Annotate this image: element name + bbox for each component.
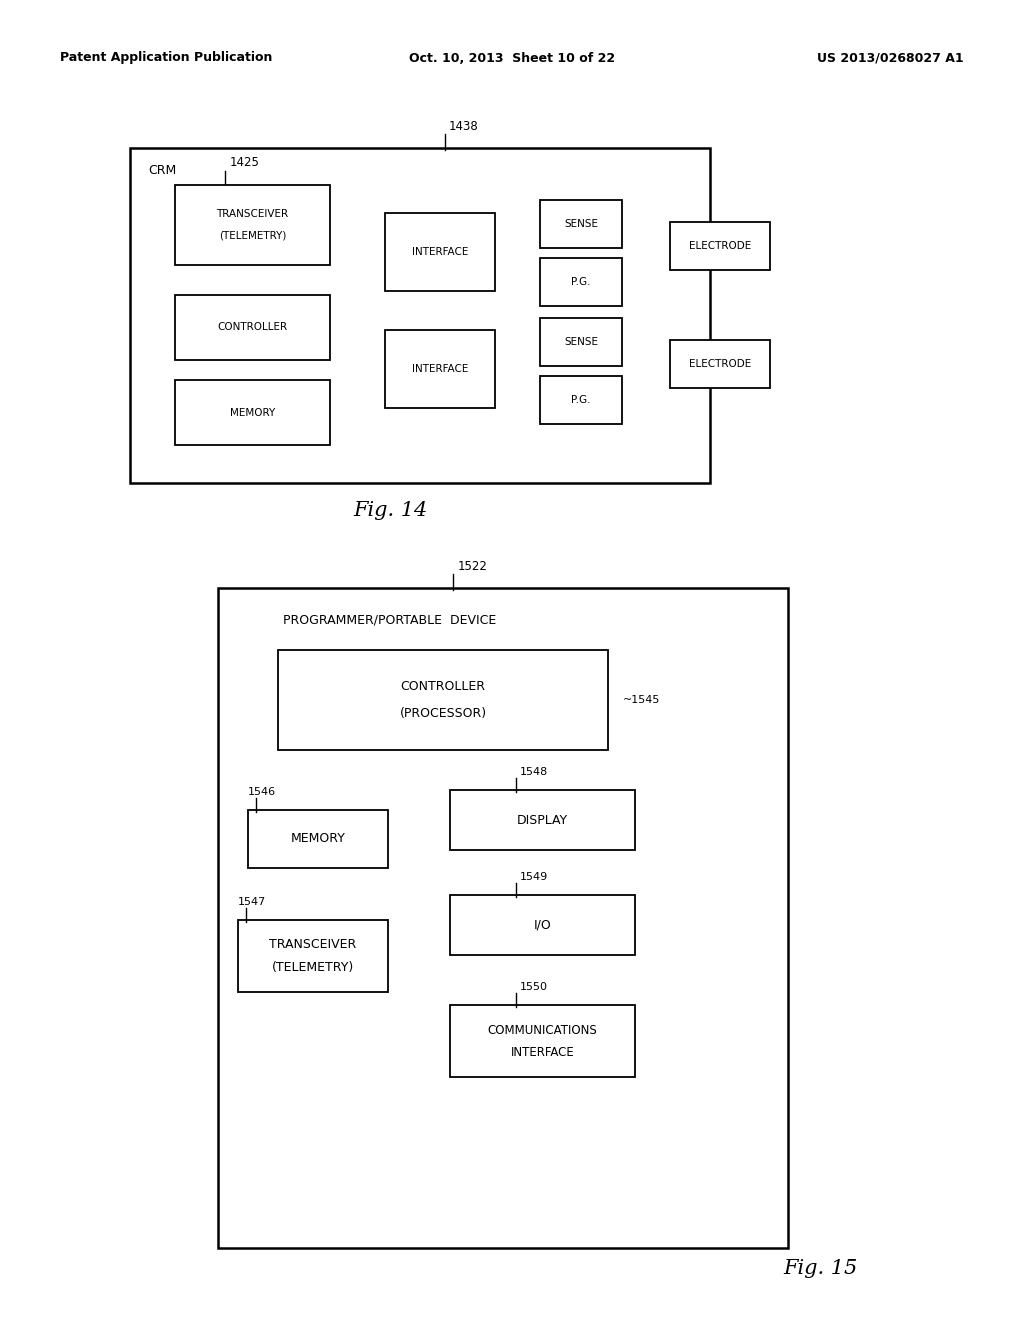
Bar [540,318,622,366]
Bar [540,201,622,248]
Text: CONTROLLER: CONTROLLER [217,322,288,333]
Text: TRANSCEIVER: TRANSCEIVER [216,209,289,219]
Text: PROGRAMMER/PORTABLE  DEVICE: PROGRAMMER/PORTABLE DEVICE [284,614,497,627]
Bar [238,920,388,993]
Text: 1438: 1438 [449,120,479,132]
Bar [670,341,770,388]
Text: ELECTRODE: ELECTRODE [689,359,752,370]
Text: P.G.: P.G. [571,277,591,286]
Text: CRM: CRM [148,164,176,177]
Text: SENSE: SENSE [564,219,598,228]
Text: 1549: 1549 [520,873,548,882]
Bar [175,380,330,445]
Text: CONTROLLER: CONTROLLER [400,681,485,693]
Text: INTERFACE: INTERFACE [412,364,468,374]
Text: (TELEMETRY): (TELEMETRY) [219,231,286,242]
Text: MEMORY: MEMORY [291,833,345,846]
Text: SENSE: SENSE [564,337,598,347]
Text: 1547: 1547 [238,898,266,907]
Bar [248,810,388,869]
Text: Oct. 10, 2013  Sheet 10 of 22: Oct. 10, 2013 Sheet 10 of 22 [409,51,615,65]
Bar [385,330,495,408]
Text: 1548: 1548 [520,767,548,777]
Text: 1546: 1546 [248,787,276,797]
Bar [175,294,330,360]
Text: INTERFACE: INTERFACE [511,1045,574,1059]
Text: P.G.: P.G. [571,395,591,405]
Bar [450,895,635,954]
Bar [278,649,608,750]
Text: ELECTRODE: ELECTRODE [689,242,752,251]
Bar [540,257,622,306]
Text: US 2013/0268027 A1: US 2013/0268027 A1 [817,51,964,65]
Text: ~1545: ~1545 [623,696,660,705]
Bar [450,1005,635,1077]
Text: I/O: I/O [534,919,551,932]
Bar [218,587,788,1247]
Text: MEMORY: MEMORY [229,408,275,417]
Text: Fig. 15: Fig. 15 [783,1258,857,1278]
Bar [385,213,495,290]
Text: Fig. 14: Fig. 14 [353,500,427,520]
Bar [175,185,330,265]
Text: INTERFACE: INTERFACE [412,247,468,257]
Text: COMMUNICATIONS: COMMUNICATIONS [487,1023,597,1036]
Bar [130,148,710,483]
Text: TRANSCEIVER: TRANSCEIVER [269,937,356,950]
Text: 1425: 1425 [229,157,259,169]
Text: DISPLAY: DISPLAY [517,813,568,826]
Text: 1550: 1550 [520,982,548,993]
Text: 1522: 1522 [458,560,487,573]
Bar [450,789,635,850]
Text: (PROCESSOR): (PROCESSOR) [399,706,486,719]
Bar [670,222,770,271]
Bar [540,376,622,424]
Text: Patent Application Publication: Patent Application Publication [60,51,272,65]
Text: (TELEMETRY): (TELEMETRY) [272,961,354,974]
